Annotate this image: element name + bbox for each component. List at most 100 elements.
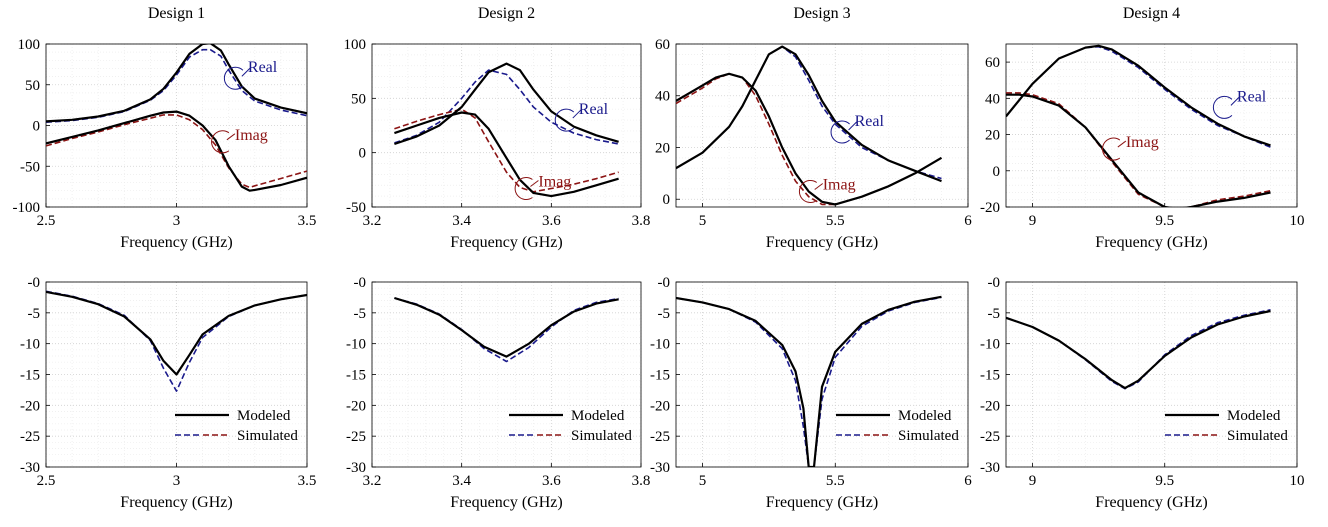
series-line-modeled: [46, 290, 307, 376]
series-line-simulated-imag: [1006, 92, 1271, 207]
series-line-modeled-imag: [46, 110, 307, 192]
grid: [371, 43, 642, 208]
y-tick-label: -30: [650, 460, 670, 476]
series-line-modeled-real: [46, 44, 307, 123]
plot-frame: [371, 43, 642, 208]
y-tick-label: -0: [354, 275, 367, 291]
y-tick-label: 0: [33, 119, 41, 135]
x-tick-label: 2.5: [37, 213, 56, 229]
y-tick-label: -10: [650, 337, 670, 353]
real-leader-line: [241, 67, 251, 77]
real-label: Real: [1237, 88, 1267, 105]
y-tick-label: -5: [28, 306, 41, 322]
legend-label-simulated: Simulated: [1227, 428, 1288, 444]
y-tick-label: 50: [351, 91, 366, 107]
series-line-modeled: [394, 296, 619, 358]
x-axis-label: Frequency (GHz): [766, 234, 878, 251]
series-line-modeled: [1006, 309, 1271, 390]
x-tick-label: 9: [1029, 473, 1037, 489]
y-tick-label: 20: [985, 128, 1000, 144]
legend: Modeled Simulated: [509, 408, 632, 444]
y-tick-label: -30: [980, 460, 1000, 476]
legend-label-modeled: Modeled: [1227, 408, 1281, 424]
imag-label: Imag: [235, 127, 268, 144]
chart-panel-6: 3.2 3.4 3.6 3.8 -30 -25 -20 -15 -10 -5 -0 Frequency…: [346, 275, 650, 511]
imag-marker-arc: [514, 177, 533, 200]
y-tick-label: 40: [985, 91, 1000, 107]
y-tick-label: 40: [655, 89, 670, 105]
y-tick-label: -30: [346, 460, 366, 476]
y-tick-label: -15: [980, 368, 1000, 384]
x-tick-label: 3.4: [452, 473, 471, 489]
y-tick-label: -25: [650, 429, 670, 445]
x-tick-label: 3.5: [298, 473, 317, 489]
y-tick-label: 0: [663, 192, 671, 208]
x-tick-label: 3.4: [452, 213, 471, 229]
y-tick-label: -50: [346, 200, 366, 216]
plot-frame: [1005, 43, 1298, 208]
chart-panel-5: 2.5 3 3.5 -30 -25 -20 -15 -10 -5 -0 Frequency (GHz…: [20, 275, 316, 511]
y-tick-label: -25: [20, 429, 40, 445]
x-tick-label: 9: [1029, 213, 1037, 229]
y-tick-label: -15: [346, 368, 366, 384]
x-tick-label: 6: [964, 473, 972, 489]
series-group: [46, 44, 307, 192]
series-line-simulated-imag: [46, 114, 307, 189]
y-tick-label: -20: [980, 200, 1000, 216]
series-group: [676, 295, 942, 467]
x-tick-label: 3.8: [632, 213, 651, 229]
x-tick-label: 3.2: [363, 473, 382, 489]
x-tick-label: 5.5: [826, 473, 845, 489]
series-line-modeled-imag: [1006, 93, 1271, 207]
real-label: Real: [855, 113, 885, 130]
x-axis-label: Frequency (GHz): [766, 494, 878, 511]
y-tick-label: -5: [658, 306, 671, 322]
y-tick-label: -15: [650, 368, 670, 384]
series-line-simulated-real: [394, 69, 619, 145]
chart-panel-7: 5 5.5 6 -30 -25 -20 -15 -10 -5 -0 Frequency (GHz) M…: [650, 275, 972, 511]
y-tick-label: -20: [20, 398, 40, 414]
y-tick-label: -25: [346, 429, 366, 445]
y-tick-label: 60: [655, 37, 670, 53]
imag-label: Imag: [538, 174, 571, 191]
x-axis-label: Frequency (GHz): [1095, 234, 1207, 251]
series-line-simulated-imag: [394, 108, 619, 193]
grid: [676, 281, 969, 468]
y-tick-label: -5: [354, 306, 367, 322]
x-tick-label: 2.5: [37, 473, 56, 489]
imag-leader-line: [226, 133, 236, 141]
chart-panel-4: 9 9.5 10 -20 0 20 40 60 Frequency (GHz) Design 4 R…: [980, 5, 1305, 251]
x-tick-label: 9.5: [1155, 213, 1174, 229]
y-tick-label: 0: [993, 164, 1001, 180]
real-marker-arc: [1212, 95, 1233, 119]
chart-panel-1: 2.5 3 3.5 -100 -50 0 50 100 Frequency (GHz) Desig…: [13, 5, 317, 251]
y-tick-label: -30: [20, 460, 40, 476]
real-leader-line: [848, 121, 857, 131]
x-tick-label: 10: [1290, 213, 1305, 229]
x-tick-label: 6: [964, 213, 972, 229]
y-tick-label: -0: [28, 275, 41, 291]
x-tick-label: 3.5: [298, 213, 317, 229]
y-tick-label: -20: [650, 398, 670, 414]
x-axis-label: Frequency (GHz): [120, 494, 232, 511]
real-marker-arc: [554, 108, 575, 132]
y-tick-label: -10: [980, 337, 1000, 353]
series-group: [1006, 44, 1271, 207]
y-tick-label: 20: [655, 140, 670, 156]
series-group: [46, 290, 307, 392]
chart-title: Design 4: [1123, 5, 1180, 22]
x-tick-label: 10: [1290, 473, 1305, 489]
y-tick-label: -15: [20, 368, 40, 384]
real-marker-arc: [223, 66, 244, 90]
legend-label-modeled: Modeled: [898, 408, 952, 424]
real-leader-line: [572, 109, 582, 119]
real-label: Real: [248, 59, 278, 76]
x-tick-label: 3.6: [542, 473, 561, 489]
series-group: [394, 62, 619, 198]
imag-leader-line: [1117, 140, 1127, 148]
series-line-modeled-imag: [394, 111, 619, 198]
y-tick-label: 60: [985, 55, 1000, 71]
legend: Modeled Simulated: [836, 408, 959, 444]
